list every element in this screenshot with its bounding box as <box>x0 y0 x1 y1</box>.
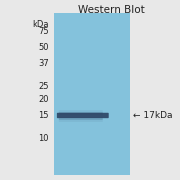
Bar <box>54 13 130 175</box>
Text: 37: 37 <box>38 59 49 68</box>
Text: 75: 75 <box>38 27 49 36</box>
Text: kDa: kDa <box>32 20 49 29</box>
Text: 50: 50 <box>38 43 49 52</box>
FancyBboxPatch shape <box>57 113 109 118</box>
FancyBboxPatch shape <box>59 112 103 115</box>
Text: 10: 10 <box>38 134 49 143</box>
Bar <box>54 13 130 175</box>
FancyBboxPatch shape <box>59 110 103 113</box>
Text: 20: 20 <box>38 95 49 104</box>
FancyBboxPatch shape <box>59 117 103 120</box>
Text: 25: 25 <box>38 82 49 91</box>
Text: ← 17kDa: ← 17kDa <box>133 111 173 120</box>
Text: Western Blot: Western Blot <box>78 5 145 15</box>
FancyBboxPatch shape <box>59 119 103 122</box>
Text: 15: 15 <box>38 111 49 120</box>
